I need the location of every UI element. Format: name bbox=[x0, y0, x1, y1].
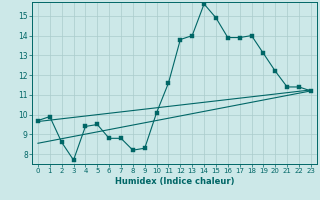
X-axis label: Humidex (Indice chaleur): Humidex (Indice chaleur) bbox=[115, 177, 234, 186]
